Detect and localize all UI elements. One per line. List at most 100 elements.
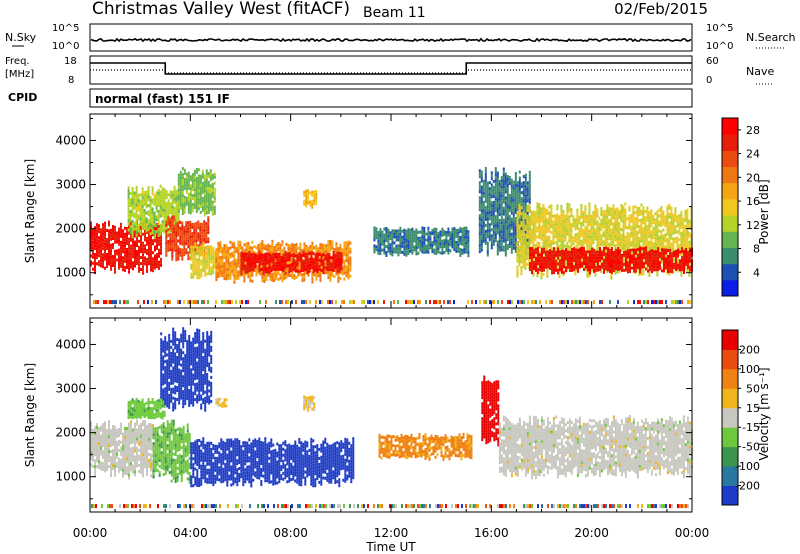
power-cell (131, 234, 134, 238)
power-cell (612, 222, 615, 226)
power-cell (518, 248, 521, 252)
power-cell (207, 211, 210, 214)
power-cell (189, 202, 192, 206)
power-cell (522, 193, 525, 197)
power-cell (652, 221, 655, 225)
power-cell (94, 229, 96, 233)
power-cell (484, 187, 487, 191)
power-cell (624, 226, 627, 230)
power-cell (317, 250, 320, 254)
power-cell (329, 278, 332, 282)
power-cell (530, 210, 533, 214)
power-cell (208, 266, 211, 270)
power-cell (457, 234, 460, 238)
power-cell (441, 245, 444, 249)
power-cell (650, 245, 653, 249)
power-cell (173, 191, 176, 195)
power-cell (544, 222, 547, 226)
power-cell (315, 202, 318, 205)
power-cell (108, 232, 110, 236)
power-cell (266, 252, 269, 256)
power-cell (167, 193, 170, 197)
power-cell (447, 239, 450, 243)
power-cell (148, 259, 150, 263)
power-cell (528, 239, 531, 243)
power-cell (217, 269, 220, 272)
power-cell (302, 250, 305, 254)
power-cell (150, 241, 152, 245)
power-cell (124, 250, 126, 254)
power-cell (574, 236, 577, 240)
power-cell (632, 238, 635, 242)
power-cell (290, 269, 293, 273)
power-cell (510, 220, 513, 224)
power-cell (546, 275, 549, 278)
power-cell (377, 248, 380, 252)
power-cell (516, 181, 519, 185)
power-cell (293, 247, 296, 250)
power-cell (275, 258, 278, 262)
power-cell (205, 172, 208, 176)
power-cell (122, 247, 124, 251)
power-cell (158, 239, 160, 243)
power-cell (646, 230, 649, 234)
power-cell (528, 236, 531, 240)
power-cell (179, 250, 182, 254)
power-cell (201, 199, 204, 203)
power-cell (532, 240, 535, 244)
power-cell (280, 265, 283, 268)
power-cell (217, 242, 220, 245)
power-cell (144, 229, 146, 233)
power-cell (620, 249, 623, 252)
power-cell (151, 192, 154, 196)
power-cell (508, 194, 511, 197)
power-cell (494, 230, 497, 234)
power-cell (680, 240, 683, 244)
power-cell (554, 235, 557, 239)
power-cell (498, 236, 501, 240)
power-cell (314, 262, 317, 266)
power-cell (576, 238, 579, 242)
power-cell (632, 214, 635, 218)
power-cell (564, 238, 567, 242)
power-cell (514, 187, 517, 190)
power-cell (157, 221, 160, 225)
power-cell (189, 241, 192, 245)
power-cell (628, 217, 631, 221)
power-cell (614, 271, 617, 275)
power-cell (159, 190, 162, 194)
power-cell (586, 238, 589, 242)
power-cell (502, 185, 505, 189)
power-cell (518, 206, 521, 210)
power-cell (534, 244, 537, 248)
power-cell (506, 223, 509, 226)
power-cell (588, 214, 591, 218)
power-cell (161, 229, 164, 233)
power-cell (118, 254, 120, 258)
power-cell (381, 236, 384, 240)
power-cell (634, 244, 637, 248)
power-cell (212, 268, 215, 271)
power-cell (457, 246, 460, 250)
power-cell (634, 211, 637, 215)
power-cell (197, 201, 200, 205)
power-cell (526, 244, 529, 248)
power-cell (660, 209, 663, 213)
power-cell (106, 265, 108, 268)
power-cell (187, 192, 190, 196)
power-cell (516, 211, 519, 215)
power-cell (520, 227, 523, 231)
power-cell (680, 225, 683, 229)
power-cell (151, 216, 154, 220)
power-cell (243, 243, 246, 247)
power-cell (276, 264, 279, 268)
power-cell (546, 230, 549, 233)
power-cell (328, 256, 331, 259)
power-cell (413, 248, 416, 252)
power-cell (610, 240, 613, 244)
power-cell (102, 256, 104, 260)
power-cell (262, 253, 265, 257)
power-cell (279, 276, 282, 280)
power-cell (260, 262, 263, 266)
power-cell (126, 263, 128, 266)
